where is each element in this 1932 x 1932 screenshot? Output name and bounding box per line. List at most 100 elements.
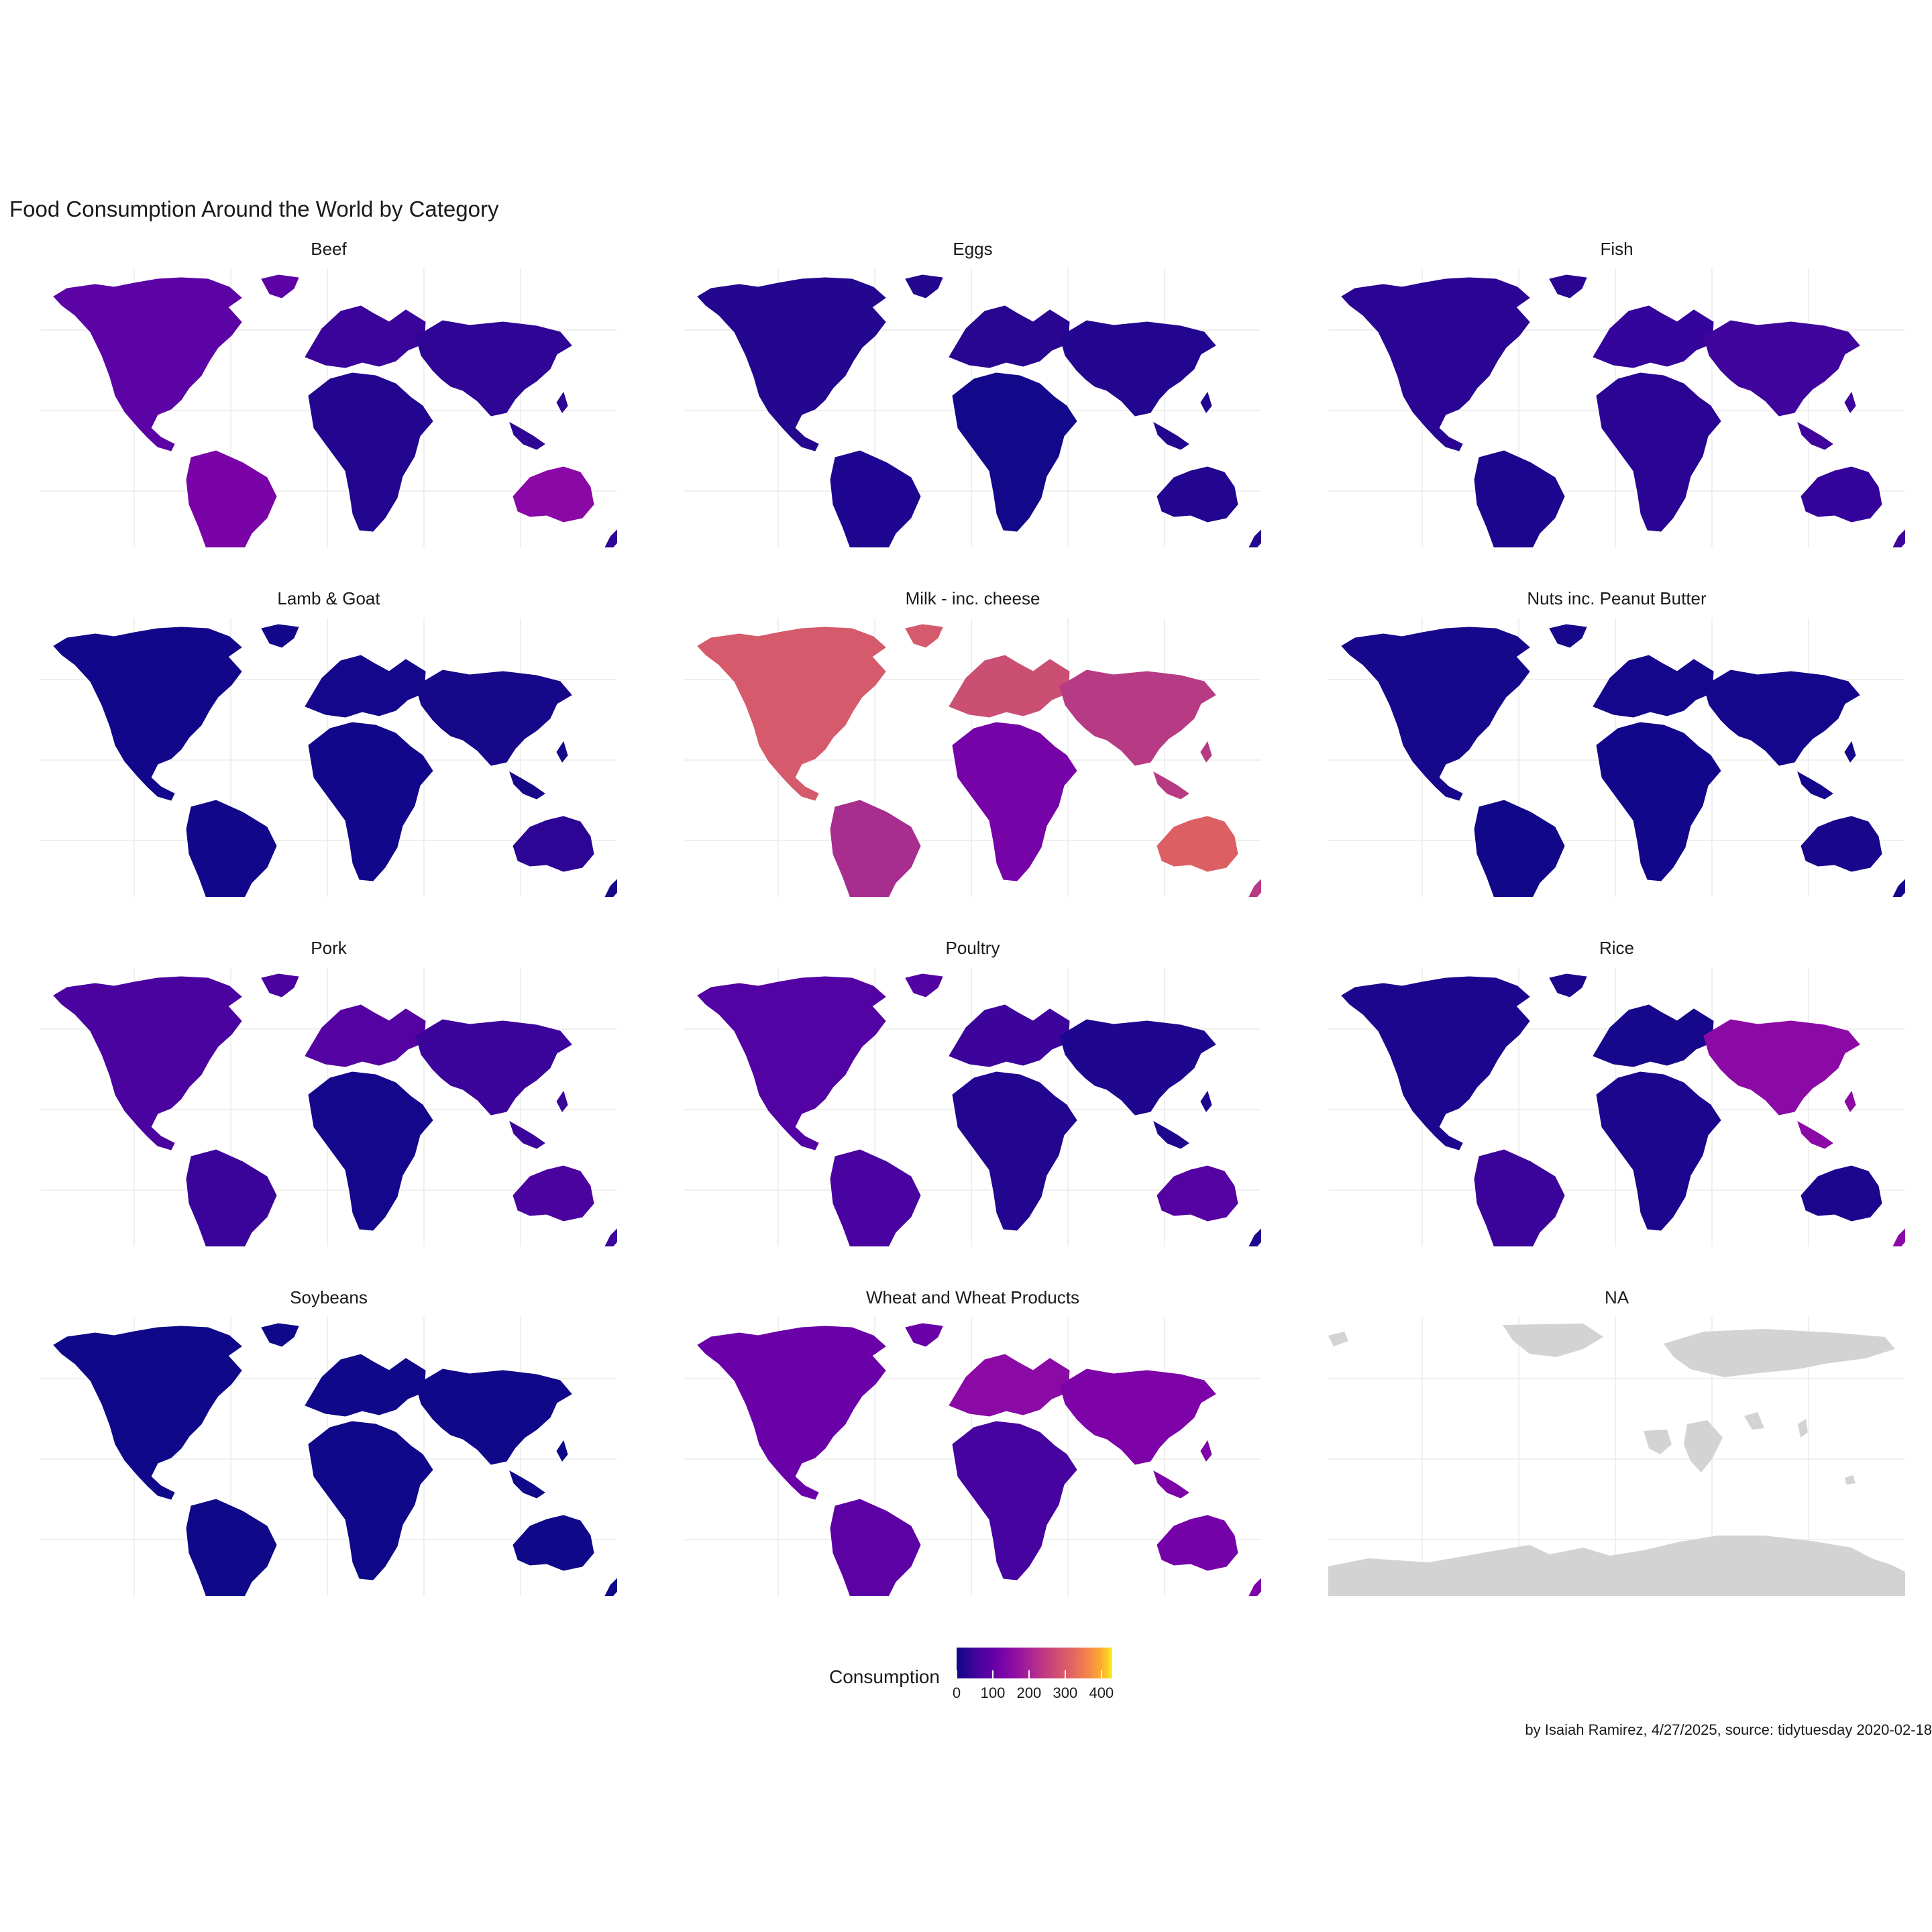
region-africa <box>1596 722 1721 881</box>
missing-region <box>1503 1324 1603 1357</box>
region-asia <box>415 669 572 766</box>
legend-title: Consumption <box>829 1666 940 1687</box>
countries <box>1341 624 1905 897</box>
facet-panel: Soybeans <box>40 1287 617 1596</box>
legend-tick-label: 300 <box>1053 1684 1078 1701</box>
region-north-america <box>53 627 242 801</box>
region-islands <box>509 391 617 547</box>
missing-region <box>1644 1430 1672 1454</box>
region-islands <box>1153 1090 1261 1246</box>
facet-title: Fish <box>1600 239 1633 259</box>
region-south-america <box>1474 800 1565 897</box>
region-north-america <box>53 277 242 451</box>
region-islands <box>1797 741 1905 897</box>
countries <box>697 1323 1261 1596</box>
region-africa <box>308 1421 433 1580</box>
region-asia <box>1059 1019 1216 1116</box>
countries <box>697 973 1261 1246</box>
region-asia <box>415 320 572 417</box>
region-europe <box>305 655 426 718</box>
region-greenland <box>261 274 299 299</box>
region-islands <box>509 1090 617 1246</box>
countries <box>53 973 617 1246</box>
world-map <box>1328 618 1905 897</box>
region-greenland <box>1549 973 1587 998</box>
facet-panel: Poultry <box>684 938 1261 1246</box>
legend-tick <box>956 1670 957 1678</box>
countries <box>1328 1324 1905 1596</box>
region-south-america <box>1474 1149 1565 1246</box>
missing-region <box>1328 1536 1905 1596</box>
region-europe <box>949 1004 1070 1067</box>
region-oceania <box>1157 1515 1238 1571</box>
world-map <box>684 1317 1261 1596</box>
legend-tick <box>991 1670 994 1678</box>
region-south-america <box>186 1499 277 1596</box>
facet-title: Beef <box>311 239 347 259</box>
region-oceania <box>513 466 594 523</box>
region-north-america <box>697 277 886 451</box>
caption: by Isaiah Ramirez, 4/27/2025, source: ti… <box>1525 1721 1932 1738</box>
region-islands <box>509 741 617 897</box>
region-north-america <box>1341 627 1530 801</box>
region-asia <box>1059 320 1216 417</box>
region-north-america <box>53 976 242 1150</box>
facet-panel: Fish <box>1328 239 1905 547</box>
region-greenland <box>1549 274 1587 299</box>
missing-region <box>1328 1332 1348 1346</box>
region-asia <box>1703 320 1860 417</box>
countries <box>697 274 1261 547</box>
world-map <box>40 1317 617 1596</box>
region-greenland <box>261 973 299 998</box>
region-africa <box>952 1421 1077 1580</box>
facet-title: Poultry <box>945 938 1000 958</box>
region-south-america <box>186 800 277 897</box>
legend-tick-label: 100 <box>980 1684 1006 1701</box>
region-greenland <box>261 624 299 648</box>
region-asia <box>1059 669 1216 766</box>
region-oceania <box>1157 466 1238 523</box>
region-islands <box>1153 1440 1261 1596</box>
legend-tick-label: 200 <box>1016 1684 1042 1701</box>
world-map <box>1328 967 1905 1246</box>
missing-region <box>1744 1412 1764 1430</box>
region-europe <box>949 655 1070 718</box>
region-greenland <box>905 274 943 299</box>
region-oceania <box>1801 466 1882 523</box>
region-europe <box>1593 655 1714 718</box>
region-islands <box>509 1440 617 1596</box>
region-africa <box>308 372 433 532</box>
region-africa <box>1596 372 1721 532</box>
color-legend: Consumption 0 100 200 300 400 <box>829 1648 1118 1701</box>
region-africa <box>952 372 1077 532</box>
region-north-america <box>1341 277 1530 451</box>
countries <box>697 624 1261 897</box>
region-asia <box>415 1019 572 1116</box>
region-africa <box>952 722 1077 881</box>
facet-title: Soybeans <box>290 1287 368 1307</box>
region-islands <box>1153 391 1261 547</box>
region-south-america <box>830 800 921 897</box>
facet-panel: Wheat and Wheat Products <box>684 1287 1261 1596</box>
missing-region <box>1684 1420 1723 1472</box>
facet-panel: Eggs <box>684 239 1261 547</box>
region-north-america <box>697 1326 886 1500</box>
region-asia <box>1703 669 1860 766</box>
region-africa <box>308 1071 433 1231</box>
region-south-america <box>1474 450 1565 547</box>
region-south-america <box>830 1499 921 1596</box>
countries <box>53 624 617 897</box>
region-africa <box>952 1071 1077 1231</box>
world-map <box>1328 1317 1905 1596</box>
world-map <box>1328 268 1905 547</box>
facet-title: NA <box>1604 1287 1629 1307</box>
region-oceania <box>1801 1165 1882 1222</box>
countries <box>53 274 617 547</box>
countries <box>1341 973 1905 1246</box>
region-south-america <box>186 1149 277 1246</box>
region-europe <box>1593 1004 1714 1067</box>
world-map <box>684 618 1261 897</box>
facet-title: Wheat and Wheat Products <box>866 1287 1079 1307</box>
countries <box>1341 274 1905 547</box>
facet-panel: Milk - inc. cheese <box>684 588 1261 897</box>
